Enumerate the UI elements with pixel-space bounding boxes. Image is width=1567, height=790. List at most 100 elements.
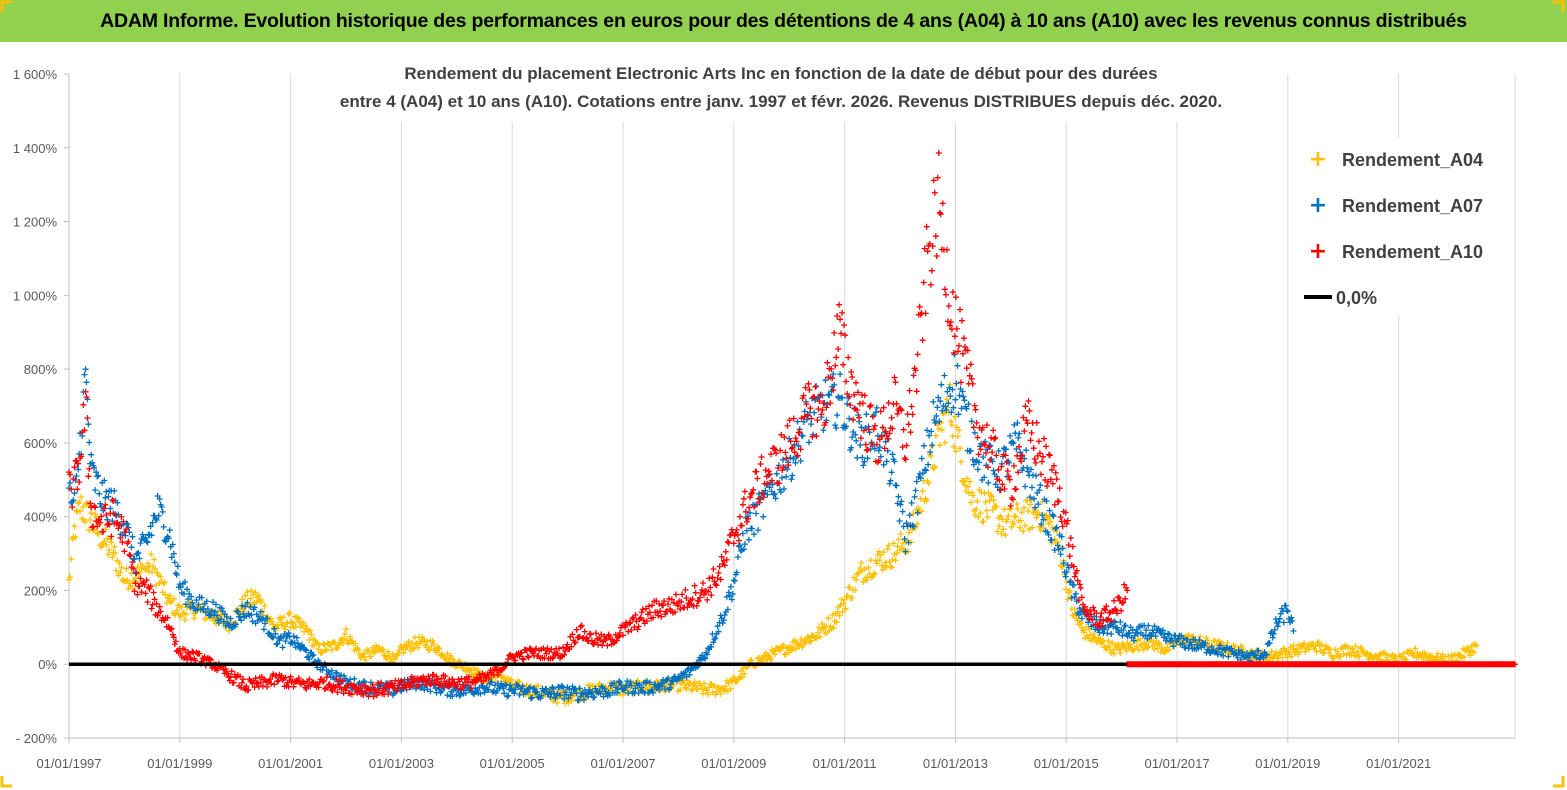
data-point	[1080, 606, 1087, 613]
data-point	[794, 418, 801, 425]
data-point	[898, 498, 905, 505]
data-point	[398, 677, 405, 684]
data-point	[1149, 643, 1156, 650]
data-point	[705, 588, 712, 595]
data-point	[993, 503, 1000, 510]
data-point	[875, 447, 882, 454]
data-point	[126, 551, 133, 558]
data-point	[198, 594, 205, 601]
data-point	[177, 650, 184, 656]
data-point	[915, 505, 922, 511]
data-point	[665, 675, 671, 682]
data-point	[299, 641, 305, 648]
data-point	[881, 445, 888, 452]
data-point	[901, 455, 908, 462]
data-point	[743, 527, 750, 534]
data-point	[125, 538, 132, 545]
data-point	[985, 464, 991, 471]
data-point	[360, 678, 367, 685]
data-point	[649, 686, 656, 693]
data-point	[171, 559, 178, 566]
data-point	[910, 523, 917, 530]
data-point	[170, 634, 177, 641]
data-point	[523, 647, 530, 654]
data-point	[170, 550, 177, 557]
data-point	[135, 550, 142, 556]
data-point	[111, 487, 118, 494]
data-point	[1075, 611, 1082, 618]
data-point	[274, 621, 281, 628]
data-point	[95, 531, 102, 538]
data-point	[868, 440, 875, 447]
data-point	[642, 605, 649, 612]
data-point	[925, 480, 932, 487]
data-point	[862, 441, 869, 448]
data-point	[935, 394, 942, 401]
chart-title: Rendement du placement Electronic Arts I…	[322, 60, 1240, 116]
data-point	[376, 685, 383, 692]
data-point	[982, 450, 989, 456]
data-point	[242, 603, 249, 610]
data-point	[1166, 631, 1173, 638]
data-point	[560, 644, 567, 651]
data-point	[919, 337, 926, 344]
data-point	[302, 622, 309, 629]
data-point	[117, 534, 124, 541]
data-point	[880, 404, 887, 411]
data-point	[578, 622, 585, 629]
data-point	[129, 585, 136, 591]
data-point	[1051, 501, 1058, 508]
data-point	[995, 447, 1002, 454]
data-point	[365, 693, 372, 700]
data-point	[1035, 509, 1042, 516]
data-point	[148, 532, 155, 539]
data-point	[1018, 509, 1025, 516]
data-point	[984, 514, 991, 520]
data-point	[796, 429, 803, 435]
data-point	[863, 447, 870, 454]
plus-marker-icon: +	[1308, 147, 1328, 172]
data-point	[110, 498, 117, 504]
data-point	[1212, 648, 1219, 655]
data-point	[715, 628, 722, 635]
data-point	[1052, 525, 1059, 532]
data-point	[942, 403, 949, 410]
data-point	[855, 389, 861, 396]
data-point	[963, 405, 970, 412]
data-point	[1309, 640, 1316, 647]
data-point	[454, 681, 461, 688]
data-point	[173, 571, 180, 578]
data-point	[639, 606, 646, 613]
data-point	[955, 433, 961, 440]
data-point	[927, 449, 934, 456]
data-point	[421, 637, 428, 644]
data-point	[935, 425, 942, 432]
data-point	[1306, 646, 1313, 653]
data-point	[124, 576, 131, 583]
data-point	[824, 401, 831, 408]
data-point	[720, 617, 727, 624]
data-point	[957, 306, 963, 313]
data-point	[808, 415, 815, 422]
data-point	[1002, 532, 1009, 539]
data-point	[421, 675, 428, 682]
data-point	[985, 479, 992, 486]
data-point	[1011, 421, 1018, 428]
data-point	[262, 620, 268, 627]
data-point	[834, 313, 841, 319]
data-point	[859, 454, 866, 461]
data-point	[601, 685, 608, 692]
data-point	[201, 653, 208, 660]
data-point	[672, 609, 678, 616]
data-point	[318, 650, 325, 656]
data-point	[232, 621, 239, 628]
data-point	[969, 489, 976, 496]
data-point	[869, 413, 876, 420]
data-point	[116, 522, 123, 529]
data-point	[588, 637, 595, 644]
data-point	[1046, 452, 1053, 459]
data-point	[968, 418, 975, 425]
data-point	[850, 416, 857, 423]
y-tick-label: 1 000%	[13, 288, 58, 303]
data-point	[1053, 524, 1060, 531]
